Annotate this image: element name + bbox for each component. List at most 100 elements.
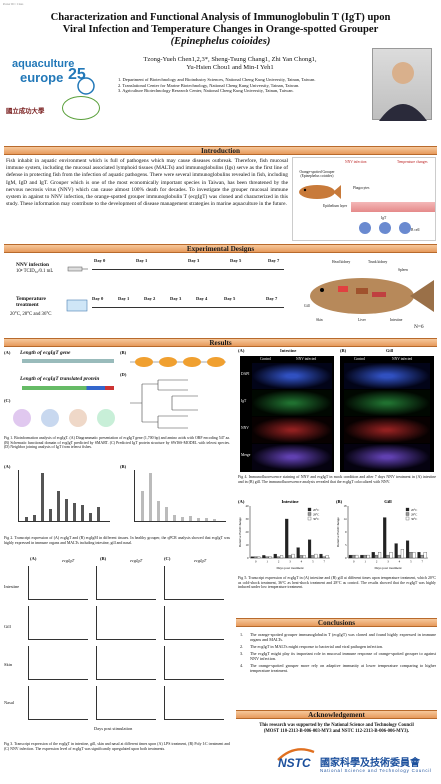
conclusion-number: 4. bbox=[240, 663, 244, 668]
fig5-legend-swatch bbox=[405, 516, 410, 521]
fig3-plot bbox=[28, 646, 88, 680]
fig5-legend-swatch bbox=[307, 507, 312, 512]
fig5-bar bbox=[257, 556, 261, 559]
introduction-heading: Introduction bbox=[200, 147, 240, 155]
fig4-sub-control-b: Control bbox=[354, 357, 365, 361]
tl2-day7: Day 7 bbox=[266, 296, 278, 301]
fig5-x-tick-label: 3 bbox=[387, 560, 389, 564]
fig5-bar bbox=[405, 540, 410, 559]
fig5-bar bbox=[412, 552, 416, 559]
fig5-legend-swatch bbox=[405, 512, 410, 516]
affiliation-2: 2. Translational Center for Marine Biote… bbox=[118, 82, 300, 88]
fig5-bar bbox=[374, 554, 378, 559]
fig2a-bar bbox=[41, 473, 44, 521]
acknowledgement-line-1: This research was supported by the Natio… bbox=[259, 723, 414, 728]
fig5-bar bbox=[273, 553, 277, 559]
fig5-bar bbox=[299, 555, 303, 559]
fig1-gene-bar bbox=[22, 359, 114, 363]
fig3-xlabel: Days post stimulation bbox=[94, 726, 133, 731]
fig2b-bar bbox=[181, 517, 184, 521]
fig5-bar bbox=[389, 552, 393, 559]
fig5-bar bbox=[417, 552, 421, 559]
fig4-row-igt: IgT bbox=[241, 399, 247, 403]
temperature-label: Temperature treatment bbox=[16, 296, 46, 309]
fig1-label-c: (C) bbox=[4, 398, 11, 403]
fig5-bar bbox=[279, 555, 284, 559]
fig2: (A) (B) bbox=[4, 464, 230, 534]
fig2a-bar bbox=[73, 503, 76, 521]
fig4-row-dapi: DAPI bbox=[241, 372, 250, 376]
fig2a-bar bbox=[33, 515, 36, 521]
fig5-bar bbox=[386, 554, 390, 559]
fig4-b-row-merge bbox=[344, 444, 430, 470]
fig5-legend-swatch bbox=[307, 512, 312, 516]
fig4-a-row-dapi bbox=[252, 363, 332, 389]
fig5-y-tick-label: 9 bbox=[345, 530, 347, 534]
authors-line-2: Yu-Hsien Chou1 and Min-I Yeh1 bbox=[186, 63, 274, 71]
fig5-x-tick-label: 2 bbox=[278, 560, 280, 564]
person-icon bbox=[379, 62, 427, 121]
fig3-plot bbox=[96, 686, 156, 720]
epithelium-layer bbox=[351, 202, 435, 212]
fig5-y-tick-label: 10 bbox=[246, 543, 250, 547]
nnv-dose-label: 10⁸ TCID₅₀/0.1 mL bbox=[16, 269, 54, 274]
corner-tag: Poster ID / Class bbox=[3, 2, 24, 6]
fig3-plot bbox=[164, 686, 224, 720]
fig5-x-tick-label: 1 bbox=[364, 560, 366, 564]
temperature-values: 20°C, 28°C and 36°C bbox=[10, 312, 52, 317]
fig2a-bar bbox=[89, 513, 92, 521]
fig5-x-tick-label: 4 bbox=[399, 560, 401, 564]
fig5-bar bbox=[383, 517, 387, 559]
fig5-bar bbox=[302, 555, 306, 559]
fig3-plot bbox=[28, 686, 88, 720]
fig2-label-a: (A) bbox=[4, 464, 11, 469]
organ-intestine: Intestine bbox=[390, 318, 403, 322]
fig3-col-c: ecgIgT bbox=[194, 558, 207, 563]
fig1-label-b: (B) bbox=[120, 350, 127, 355]
fig5-bar bbox=[322, 556, 326, 559]
fig2b-bar bbox=[189, 516, 192, 521]
fig2a-bar bbox=[81, 505, 84, 521]
fig5-panel-label: (A) bbox=[238, 499, 245, 504]
fig2b-bar bbox=[141, 491, 144, 521]
ncku-logo: 國立成功大學 bbox=[6, 102, 56, 116]
conclusions-list: 1. The orange-spotted grouper immunoglobu… bbox=[238, 632, 436, 675]
affiliation-1: 1. Department of Biotechnology and Bioin… bbox=[118, 77, 316, 82]
fig5-legend-swatch bbox=[307, 516, 312, 521]
fig2b-bar bbox=[165, 507, 168, 521]
nstc-abbr: NSTC bbox=[278, 756, 311, 770]
organ-trunk-kidney: Trunk kidney bbox=[368, 260, 388, 264]
fig4-row-merge: Merge bbox=[241, 453, 251, 457]
title-line-2: Viral Infection and Temperature Changes … bbox=[62, 24, 379, 36]
fig5-bar bbox=[268, 556, 272, 559]
authors-line-1: Tzong-Yueh Chen1,2,3*, Sheng-Tsung Chang… bbox=[143, 56, 317, 63]
fig5-legend-swatch bbox=[405, 507, 410, 512]
experimental-bar: Experimental Designs bbox=[4, 244, 437, 253]
fig5-bar bbox=[319, 553, 323, 559]
introduction-figure: NNV infection Temperature changes Orange… bbox=[292, 157, 436, 241]
ncku-logo-text: 國立成功大學 bbox=[6, 108, 45, 115]
fig1-domains bbox=[130, 357, 226, 367]
fig5-chart-title: Gill bbox=[384, 499, 392, 504]
intro-label-phagocytes: Phagocytes bbox=[353, 186, 370, 190]
nstc-swoosh-icon bbox=[277, 748, 315, 761]
fig2a-bar bbox=[25, 517, 28, 521]
affiliations: 1. Department of Biotechnology and Bioin… bbox=[118, 77, 368, 94]
fig1-protein-bar bbox=[22, 386, 114, 390]
fig1-protein-title: Length of ecgIgT translated protein bbox=[20, 376, 100, 382]
fig5-bar bbox=[285, 518, 289, 559]
fig5-x-tick-label: 7 bbox=[324, 560, 326, 564]
logo-text-aquaculture: aquaculture bbox=[12, 58, 75, 70]
results-heading: Results bbox=[209, 339, 232, 347]
conclusions-heading: Conclusions bbox=[317, 619, 356, 627]
fig3-plot bbox=[96, 646, 156, 680]
fig4-header-intestine: Intestine bbox=[280, 348, 297, 353]
fig3-plot bbox=[164, 566, 224, 600]
fig4-caption: Fig 4. Immunofluorescence staining of NN… bbox=[238, 475, 436, 484]
fig5-legend-label: 28°C bbox=[313, 512, 319, 516]
fig5-y-tick-label: 0 bbox=[247, 556, 249, 560]
tl2-day5: Day 5 bbox=[224, 296, 236, 301]
fig1-caption: Fig 1. Bioinformation analysis of ecgIgT… bbox=[4, 436, 230, 450]
fig2b-bar bbox=[157, 501, 160, 521]
fig2b-bar bbox=[213, 519, 216, 521]
